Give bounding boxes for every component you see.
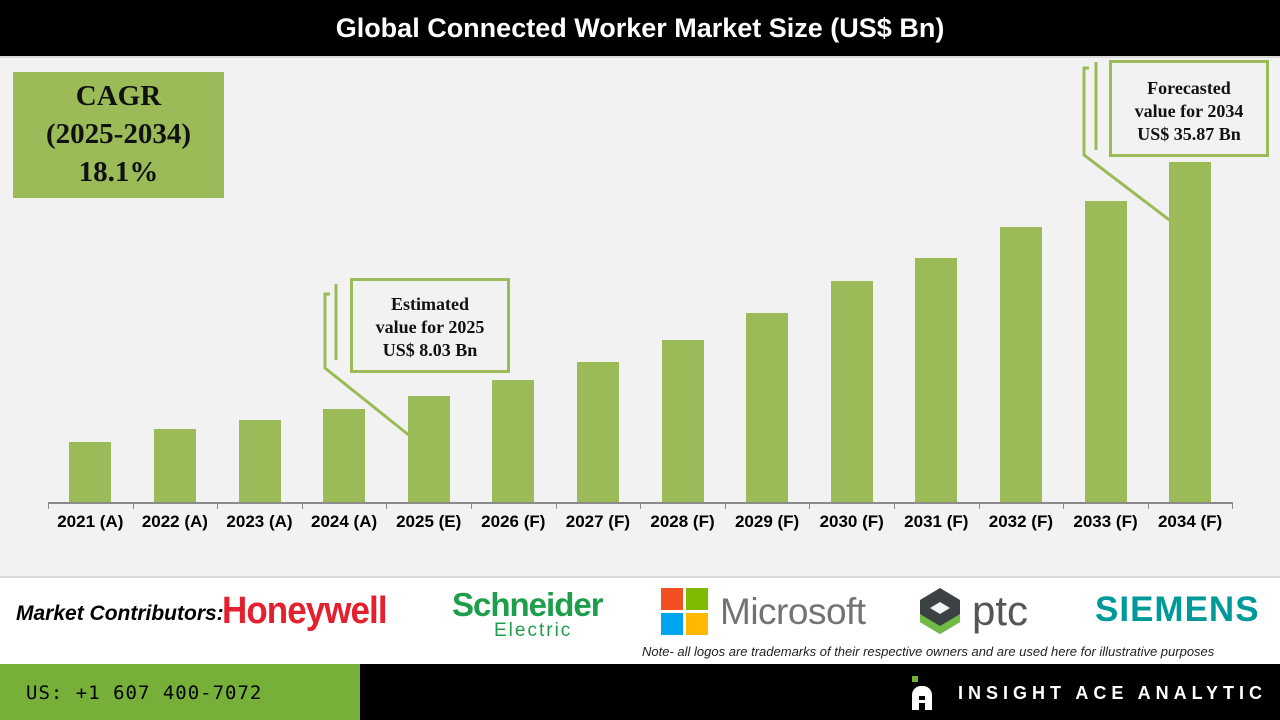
bar: [1169, 162, 1212, 502]
page-title: Global Connected Worker Market Size (US$…: [0, 0, 1280, 58]
bar-chart: CAGR (2025-2034) 18.1% Estimated value f…: [0, 60, 1280, 576]
cagr-badge: CAGR (2025-2034) 18.1%: [13, 72, 224, 198]
x-tick-label: 2032 (F): [988, 512, 1054, 531]
tick: [724, 502, 726, 509]
honeywell-logo: Honeywell: [222, 590, 388, 632]
callout-text: Estimated: [391, 294, 469, 314]
x-tick-label: 2034 (F): [1157, 512, 1223, 531]
microsoft-squares-icon: [661, 588, 708, 635]
schneider-electric-logo: Schneider Electric: [452, 586, 604, 641]
x-tick-label: 2026 (F): [481, 512, 546, 531]
brand: INSIGHT ACE ANALYTIC: [912, 676, 1267, 710]
x-tick-label: 2024 (A): [311, 512, 378, 531]
bar: [238, 420, 281, 502]
brand-name: INSIGHT ACE ANALYTIC: [958, 682, 1268, 703]
footer-brand-bar: INSIGHT ACE ANALYTIC: [360, 664, 1280, 720]
tick: [894, 502, 895, 509]
callout-text: Forecasted: [1147, 78, 1231, 98]
electric-wordmark: Electric: [494, 620, 573, 641]
tick: [809, 502, 811, 509]
x-tick-label: 2030 (F): [819, 512, 884, 531]
cagr-label: CAGR: [75, 80, 162, 112]
bar: [1084, 201, 1127, 502]
siemens-logo: SIEMENS: [1095, 590, 1260, 629]
bar: [323, 409, 366, 502]
bar: [69, 442, 112, 502]
tick: [1063, 502, 1065, 509]
x-tick-label: 2033 (F): [1073, 512, 1138, 531]
x-tick-label: 2029 (F): [734, 512, 800, 531]
tick: [978, 502, 980, 509]
ptc-hex-icon: [920, 588, 960, 634]
microsoft-logo: Microsoft: [661, 588, 866, 635]
bar: [407, 396, 450, 502]
x-tick-label: 2023 (A): [226, 512, 293, 531]
x-tick-label: 2022 (A): [141, 512, 208, 531]
trademark-note: Note- all logos are trademarks of their …: [642, 644, 1215, 659]
x-tick-label: 2025 (E): [396, 512, 462, 531]
cagr-period: (2025-2034): [46, 118, 191, 150]
x-tick-label: 2027 (F): [565, 512, 631, 531]
callout-value: US$ 35.87 Bn: [1137, 124, 1241, 144]
insight-ace-logo-icon: [912, 676, 934, 710]
callout-text: value for 2034: [1134, 101, 1244, 121]
bar: [153, 429, 196, 502]
bar: [576, 362, 619, 502]
microsoft-wordmark: Microsoft: [720, 590, 866, 632]
tick: [555, 502, 557, 509]
tick: [386, 502, 388, 509]
tick: [301, 502, 303, 509]
x-tick-label: 2031 (F): [904, 512, 969, 531]
tick: [48, 502, 49, 509]
estimated-callout: Estimated value for 2025 US$ 8.03 Bn: [350, 278, 510, 373]
ptc-wordmark: ptc: [972, 587, 1029, 634]
tick: [640, 502, 642, 509]
tick: [217, 502, 219, 509]
bar: [830, 281, 873, 502]
tick: [471, 502, 472, 509]
callout-value: US$ 8.03 Bn: [382, 340, 478, 360]
bar: [915, 258, 958, 502]
bar: [746, 313, 789, 502]
callout-text: value for 2025: [375, 317, 485, 337]
phone-number: US: +1 607 400-7072: [0, 664, 360, 720]
bar: [999, 227, 1042, 502]
bar: [661, 340, 704, 502]
ptc-logo: ptc: [918, 586, 1028, 636]
x-tick-label: 2028 (F): [650, 512, 715, 531]
forecasted-callout: Forecasted value for 2034 US$ 35.87 Bn: [1109, 60, 1269, 157]
cagr-value: 18.1%: [78, 156, 159, 188]
bar: [492, 380, 535, 502]
schneider-wordmark: Schneider: [452, 586, 604, 623]
contributors-label: Market Contributors:: [16, 602, 224, 625]
tick: [132, 502, 134, 509]
tick: [1147, 502, 1149, 509]
tick: [1232, 502, 1234, 509]
market-contributors: Market Contributors: Honeywell Schneider…: [0, 576, 1280, 664]
x-tick-label: 2021 (A): [57, 512, 124, 531]
